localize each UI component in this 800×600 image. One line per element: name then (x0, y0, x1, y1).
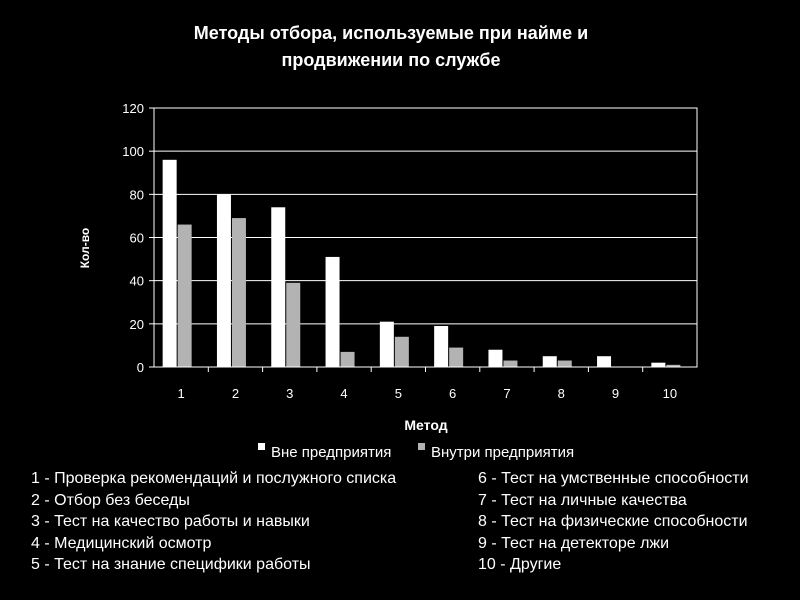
y-tick-label-0: 0 (137, 360, 144, 375)
bar-outside-method-6 (434, 325, 449, 367)
bar-outside-method-3 (271, 207, 286, 367)
bar-outside-method-2 (216, 194, 231, 367)
x-tick-label-4: 4 (340, 386, 347, 401)
x-tick-label-1: 1 (178, 386, 185, 401)
method-list-right: 6 - Тест на умственные способности 7 - Т… (478, 468, 749, 576)
method-item-1: 1 - Проверка рекомендаций и послужного с… (31, 470, 397, 487)
method-item-3: 3 - Тест на качество работы и навыки (31, 513, 310, 530)
y-tick-label-120: 120 (122, 101, 144, 116)
y-axis-label: Кол-во (78, 228, 92, 269)
x-tick-label-9: 9 (612, 386, 619, 401)
method-item-4: 4 - Медицинский осмотр (31, 534, 212, 552)
bar-inside-method-6 (449, 347, 464, 367)
bar-inside-method-10 (666, 364, 681, 367)
legend-swatch-inside (418, 443, 425, 450)
y-tick-label-40: 40 (130, 274, 144, 289)
bar-outside-method-9 (597, 356, 612, 367)
chart-title-line-2: продвижении по службе (281, 50, 501, 70)
bar-outside-method-10 (651, 362, 666, 367)
bar-inside-method-1 (177, 224, 192, 367)
y-tick-label-80: 80 (130, 187, 144, 202)
method-item-10: 10 - Другие (478, 556, 562, 573)
axes (149, 107, 698, 372)
chart-title: Методы отбора, используемые при найме и … (0, 20, 782, 74)
x-tick-label-7: 7 (503, 386, 510, 401)
method-list-left: 1 - Проверка рекомендаций и послужного с… (31, 468, 396, 576)
legend-label-inside: Внутри предприятия (431, 444, 574, 461)
legend-swatch-outside (258, 443, 265, 450)
bar-inside-method-8 (557, 360, 572, 367)
method-item-7: 7 - Тест на личные качества (478, 491, 687, 509)
method-item-2: 2 - Отбор без беседы (31, 491, 190, 509)
bar-inside-method-2 (231, 218, 246, 367)
y-tick-label-20: 20 (130, 317, 144, 332)
x-tick-label-6: 6 (449, 386, 456, 401)
method-item-6: 6 - Тест на умственные способности (478, 470, 749, 487)
method-item-5: 5 - Тест на знание специфики работы (31, 556, 311, 573)
y-tick-label-100: 100 (122, 144, 144, 159)
y-tick-label-60: 60 (130, 231, 144, 246)
tick-labels: 0 20 40 60 80 100 120 1 2 3 4 5 6 7 8 9 10 (122, 101, 677, 401)
legend-label-outside: Вне предприятия (271, 444, 391, 461)
method-legend: 1 - Проверка рекомендаций и послужного с… (0, 468, 800, 588)
method-item-8: 8 - Тест на физические способности (478, 513, 748, 530)
chart-title-line-1: Методы отбора, используемые при найме и (193, 23, 589, 43)
bar-outside-method-7 (488, 349, 503, 367)
bar-inside-method-4 (340, 351, 355, 367)
bar-inside-method-5 (394, 336, 409, 367)
x-tick-label-10: 10 (663, 386, 677, 401)
x-tick-label-5: 5 (395, 386, 402, 401)
legend: Вне предприятия Внутри предприятия (258, 443, 574, 461)
x-axis-label: Метод (404, 417, 447, 433)
bar-outside-method-5 (379, 321, 394, 367)
bar-inside-method-7 (503, 360, 518, 367)
method-item-9: 9 - Тест на детекторе лжи (478, 534, 670, 552)
x-tick-label-2: 2 (232, 386, 239, 401)
bar-outside-method-1 (162, 159, 177, 367)
x-tick-label-3: 3 (286, 386, 293, 401)
x-tick-label-8: 8 (558, 386, 565, 401)
bar-outside-method-8 (542, 356, 557, 367)
bars (162, 159, 681, 367)
bar-inside-method-3 (286, 282, 301, 367)
bar-outside-method-4 (325, 256, 340, 367)
